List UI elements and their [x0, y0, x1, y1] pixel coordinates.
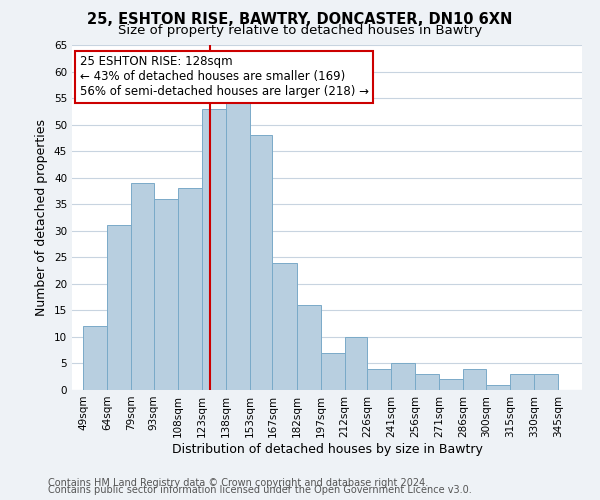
Bar: [391, 364, 415, 390]
Bar: [272, 262, 296, 390]
Bar: [439, 380, 463, 390]
Bar: [250, 135, 272, 390]
Bar: [344, 337, 367, 390]
Bar: [486, 384, 510, 390]
Bar: [131, 183, 154, 390]
Text: Contains HM Land Registry data © Crown copyright and database right 2024.: Contains HM Land Registry data © Crown c…: [48, 478, 428, 488]
Bar: [510, 374, 534, 390]
Text: Contains public sector information licensed under the Open Government Licence v3: Contains public sector information licen…: [48, 485, 472, 495]
Bar: [534, 374, 558, 390]
Bar: [415, 374, 439, 390]
Text: 25, ESHTON RISE, BAWTRY, DONCASTER, DN10 6XN: 25, ESHTON RISE, BAWTRY, DONCASTER, DN10…: [88, 12, 512, 28]
Bar: [107, 226, 131, 390]
Bar: [367, 369, 391, 390]
Bar: [83, 326, 107, 390]
Y-axis label: Number of detached properties: Number of detached properties: [35, 119, 49, 316]
Bar: [178, 188, 202, 390]
Text: Size of property relative to detached houses in Bawtry: Size of property relative to detached ho…: [118, 24, 482, 37]
Bar: [296, 305, 320, 390]
Bar: [202, 108, 226, 390]
X-axis label: Distribution of detached houses by size in Bawtry: Distribution of detached houses by size …: [172, 442, 482, 456]
Bar: [320, 353, 344, 390]
Bar: [154, 199, 178, 390]
Bar: [463, 369, 486, 390]
Text: 25 ESHTON RISE: 128sqm
← 43% of detached houses are smaller (169)
56% of semi-de: 25 ESHTON RISE: 128sqm ← 43% of detached…: [80, 56, 368, 98]
Bar: [226, 104, 250, 390]
